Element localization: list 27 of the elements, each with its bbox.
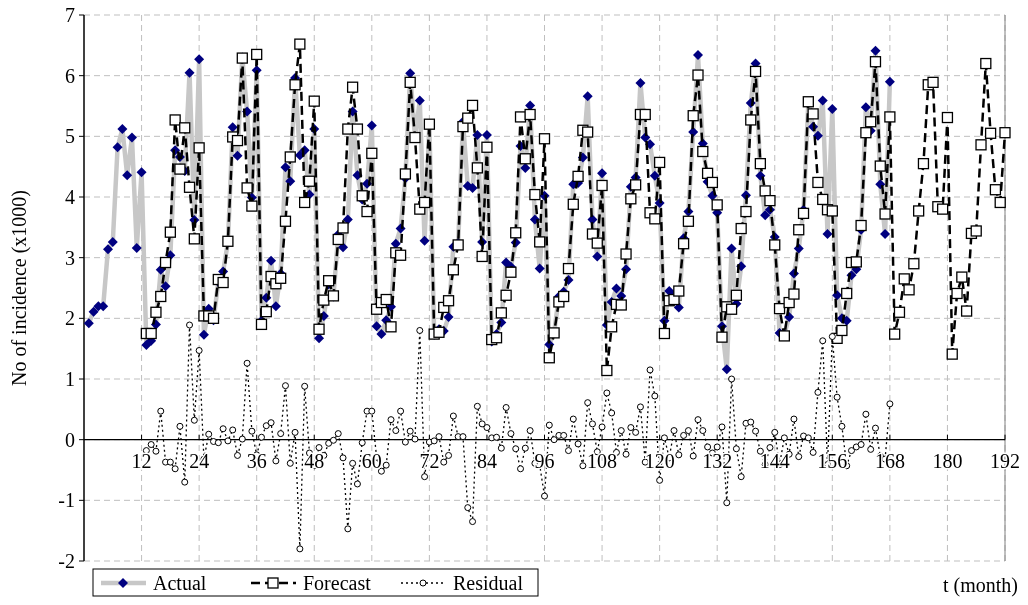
x-tick-label: 96 — [534, 449, 555, 472]
x-tick-label: 60 — [361, 449, 382, 472]
x-tick-label: 192 — [990, 449, 1020, 472]
y-tick-label: 1 — [65, 368, 75, 390]
x-tick-label: 108 — [587, 449, 618, 472]
x-axis-title: t (month) — [943, 574, 1018, 597]
legend-label: Forecast — [303, 572, 372, 594]
y-tick-label: 5 — [65, 125, 75, 148]
x-tick-label: 24 — [189, 449, 210, 472]
y-tick-label: -1 — [58, 489, 75, 512]
x-tick-label: 72 — [419, 449, 440, 472]
x-tick-label: 180 — [932, 449, 963, 472]
y-tick-label: 3 — [65, 246, 75, 269]
x-tick-label: 84 — [476, 449, 497, 472]
legend-label: Actual — [153, 572, 207, 594]
y-tick-label: 6 — [65, 64, 75, 87]
y-tick-label: 2 — [65, 307, 75, 330]
y-axis-title: No of incidence (x1000) — [8, 189, 31, 387]
legend-label: Residual — [453, 572, 524, 594]
y-tick-label: 0 — [65, 428, 75, 451]
y-tick-label: 4 — [65, 186, 75, 208]
y-tick-label: -2 — [58, 550, 75, 572]
y-tick-label: 7 — [65, 4, 75, 26]
x-tick-label: 36 — [246, 449, 267, 472]
x-tick-label: 168 — [874, 449, 905, 472]
x-tick-label: 12 — [131, 449, 152, 472]
x-tick-label: 132 — [702, 449, 733, 472]
